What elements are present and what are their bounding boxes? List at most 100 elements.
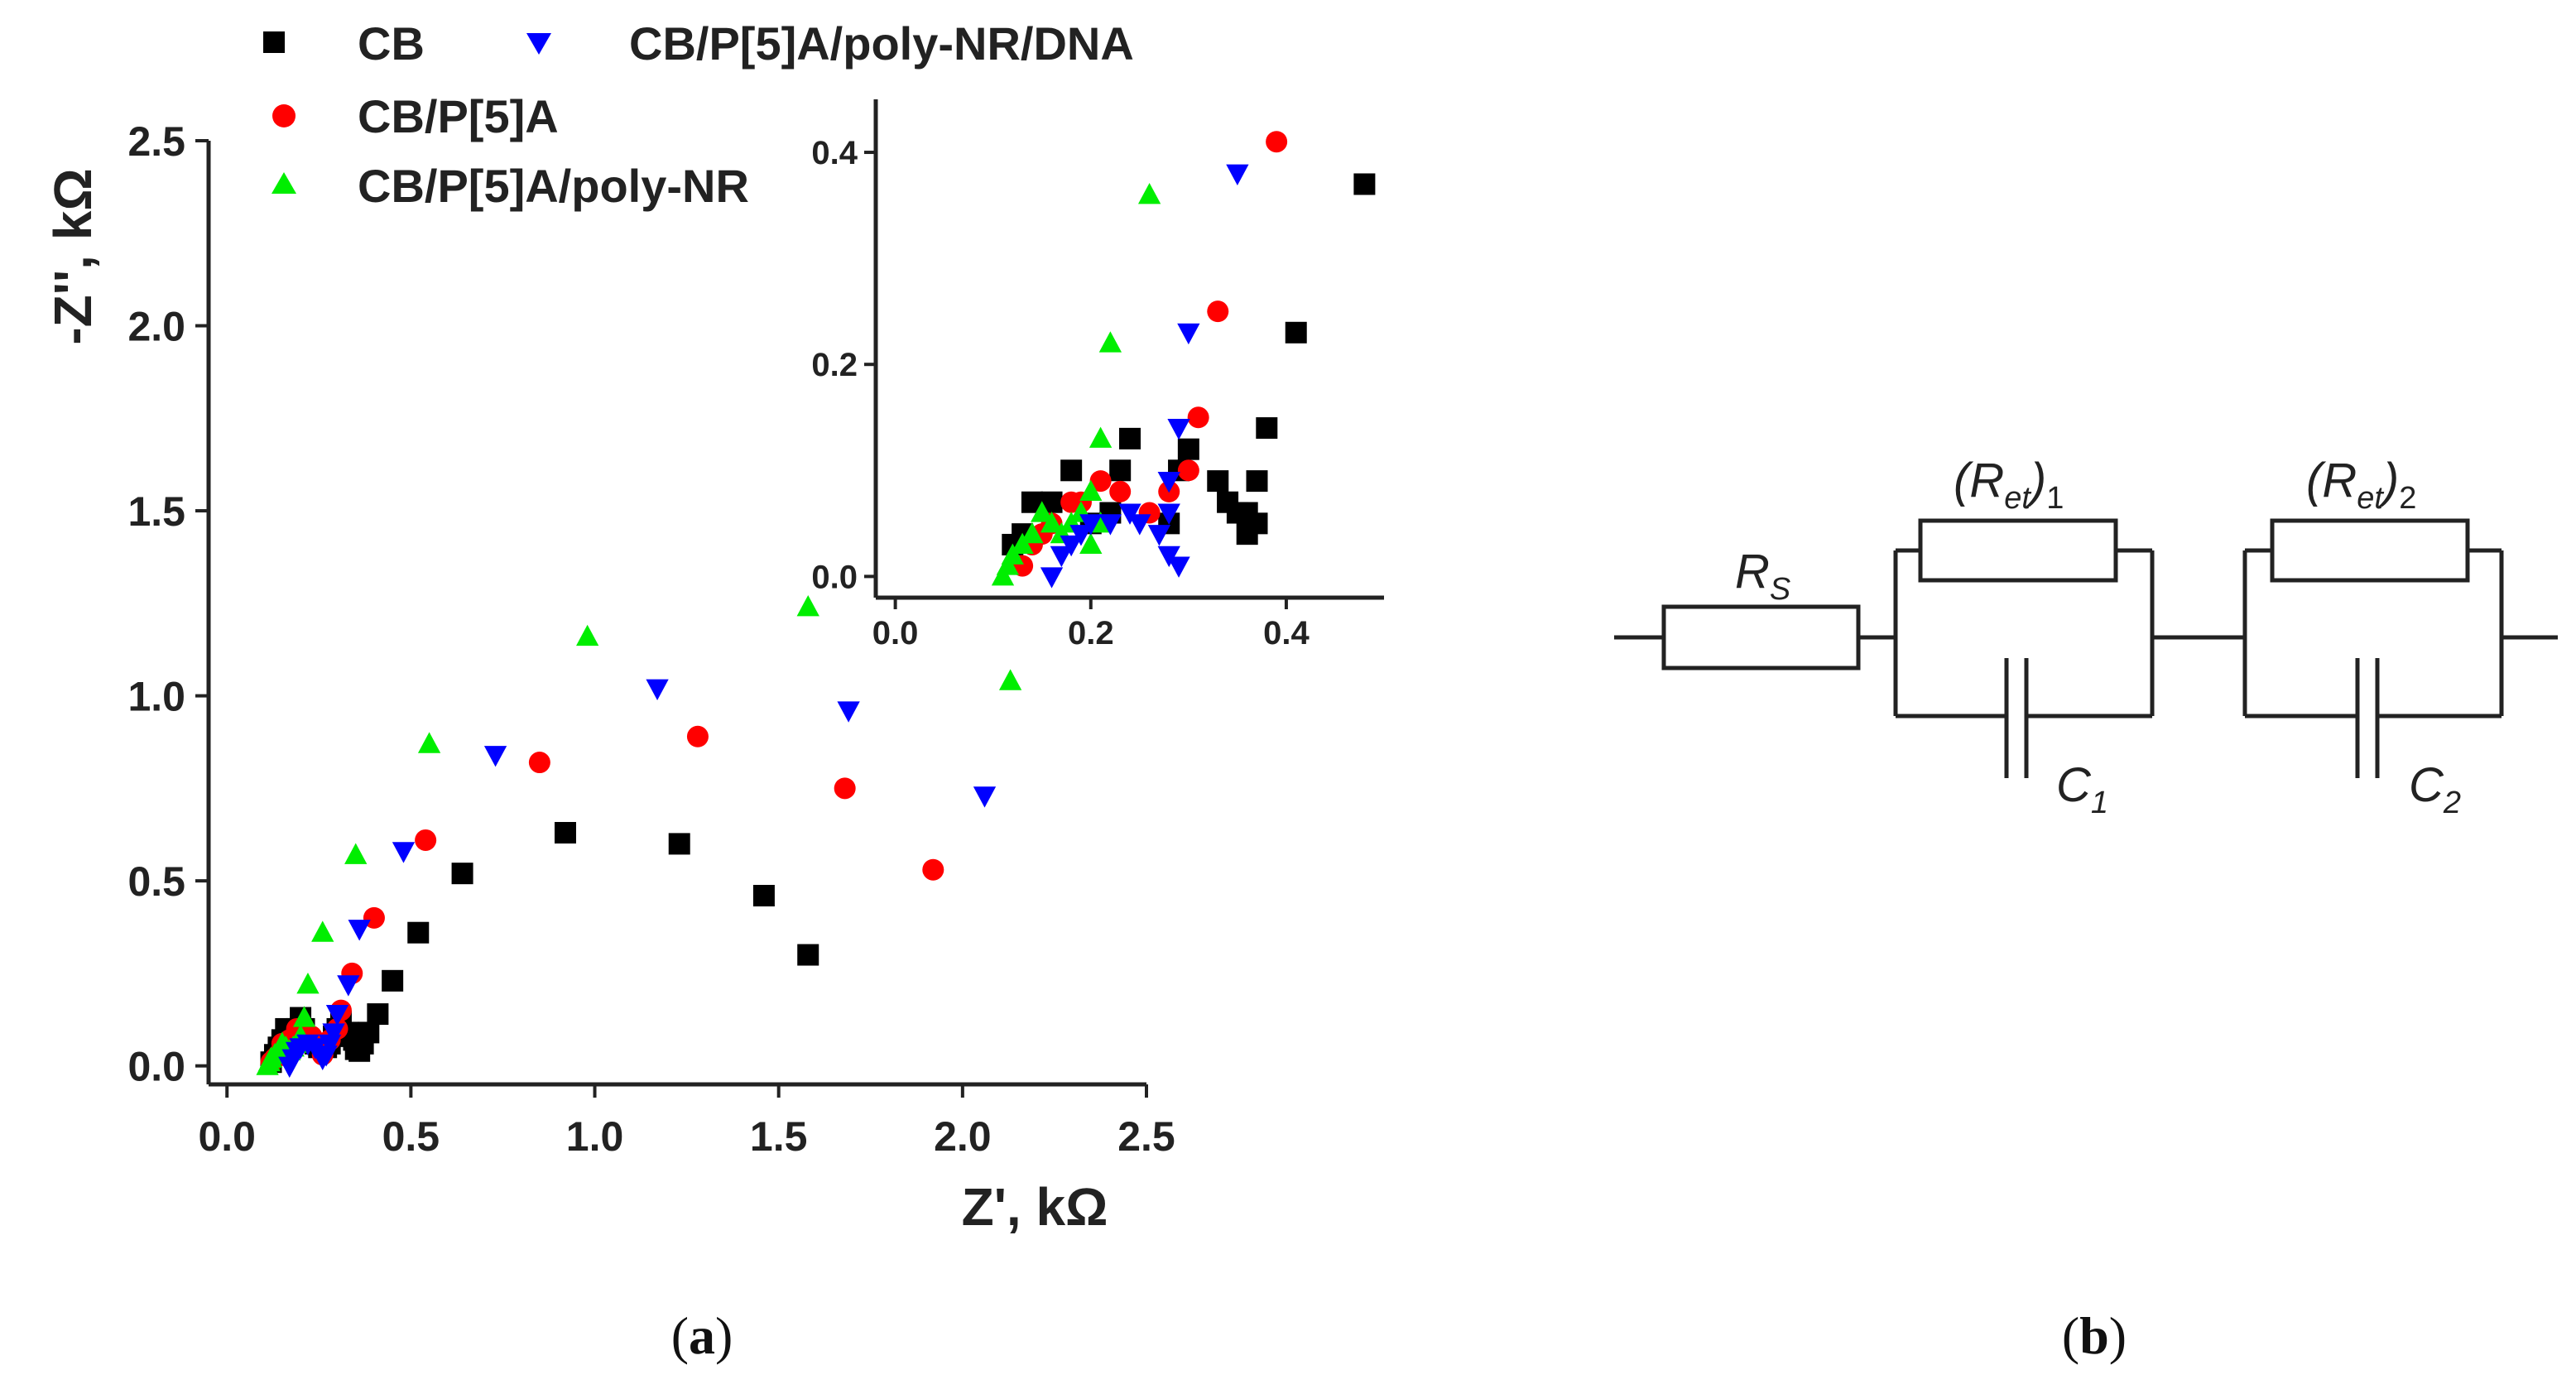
inset-point-cb [1353, 173, 1376, 195]
inset-point-cb-p-5-a-poly-nr-dna [1157, 503, 1180, 525]
inset-point-cb-p-5-a-poly-nr [1031, 501, 1054, 522]
y-axis-title: -Z'', kΩ [43, 168, 103, 344]
inset-series-cb [1002, 173, 1376, 555]
x-tick-label: 1.0 [566, 1113, 624, 1160]
legend-label-cb-p5a-polynr: CB/P[5]A/poly-NR [358, 160, 749, 212]
inset-point-cb-p-5-a-poly-nr-dna [1060, 535, 1083, 557]
legend-label-cb-p5a-polynr-dna: CB/P[5]A/poly-NR/DNA [629, 17, 1134, 70]
inset-axis-ticks [864, 151, 1288, 609]
inset-point-cb [1246, 470, 1268, 493]
inset-point-cb-p-5-a-poly-nr-dna [1167, 419, 1190, 440]
equivalent-circuit [1614, 518, 2558, 778]
legend-label-cb-p5a: CB/P[5]A [358, 90, 559, 142]
inset-point-cb-p-5-a-poly-nr [1089, 426, 1113, 448]
point-cb [382, 969, 404, 992]
x-tick-label: 0.0 [198, 1113, 256, 1160]
label-rs: RS [1735, 545, 1790, 607]
resistor-rs [1661, 604, 1861, 670]
inset-point-cb [1207, 470, 1229, 493]
point-cb-p-5-a-poly-nr [417, 732, 441, 753]
label-c1: C1 [2056, 758, 2108, 820]
inset-point-cb-p-5-a-poly-nr-dna [1157, 546, 1180, 568]
inset-x-tick-label: 0.0 [872, 615, 919, 651]
point-cb-p-5-a-poly-nr-dna [392, 842, 416, 863]
point-cb-p-5-a-poly-nr [256, 1054, 279, 1075]
point-cb [451, 863, 473, 885]
inset-point-cb-p-5-a-poly-nr [1079, 479, 1103, 501]
point-cb-p-5-a-poly-nr [796, 594, 819, 617]
x-tick-label: 0.5 [382, 1113, 440, 1160]
inset-point-cb-p-5-a [1266, 131, 1288, 153]
inset-point-cb-p-5-a-poly-nr [1098, 331, 1122, 353]
point-cb-p-5-a-poly-nr-dna [837, 701, 860, 723]
legend-marker-cb [263, 31, 285, 53]
axis-ticks [195, 139, 1148, 1098]
legend-marker-cb-p5a-polynr [272, 172, 296, 194]
point-cb-p-5-a-poly-nr [344, 843, 368, 864]
inset-point-cb-p-5-a-poly-nr [1011, 532, 1034, 555]
inset-point-cb-p-5-a [1207, 300, 1229, 323]
series-cb-p-5-a-poly-nr-dna [278, 679, 997, 1078]
inset-point-cb-p-5-a-poly-nr-dna [1118, 503, 1141, 525]
point-cb-p-5-a-poly-nr-dna [483, 746, 507, 767]
inset-point-cb-p-5-a-poly-nr-dna [1050, 546, 1073, 568]
point-cb-p-5-a-poly-nr-dna [973, 786, 997, 808]
label-c2: C2 [2409, 758, 2461, 820]
legend: CB CB/P[5]A CB/P[5]A/poly-NR CB/P[5]A/po… [263, 17, 1134, 212]
inset-point-cb-p-5-a-poly-nr-dna [1079, 514, 1103, 536]
x-tick-label: 2.0 [934, 1113, 992, 1160]
inset-point-cb-p-5-a-poly-nr-dna [1167, 556, 1190, 578]
point-cb [367, 1003, 389, 1026]
point-cb-p-5-a [415, 829, 437, 851]
inset-tick-labels: 0.0 0.2 0.4 0.0 0.2 0.4 [811, 135, 1310, 651]
inset-point-cb [1285, 321, 1307, 344]
inset-point-cb-p-5-a-poly-nr-dna [1157, 472, 1180, 493]
inset-point-cb [1177, 438, 1199, 460]
inset-point-cb-p-5-a-poly-nr [991, 565, 1015, 586]
point-cb-p-5-a-poly-nr [575, 624, 599, 646]
point-cb-p-5-a-poly-nr [311, 920, 334, 942]
label-ret2: (Ret)2 [2306, 454, 2416, 516]
tick-labels: 0.0 0.5 1.0 1.5 2.0 2.5 0.0 0.5 1.0 1.5 2.0 2.5 [127, 118, 1175, 1160]
legend-marker-cb-p5a-polynr-dna [526, 33, 551, 55]
x-tick-label: 2.5 [1117, 1113, 1175, 1160]
point-cb [797, 944, 819, 966]
inset-point-cb-p-5-a-poly-nr-dna [1040, 567, 1064, 589]
point-cb-p-5-a-poly-nr-dna [322, 1023, 345, 1045]
data-points [256, 594, 1022, 1078]
legend-label-cb: CB [358, 17, 425, 70]
point-cb-p-5-a [528, 752, 550, 774]
resistor-ret2 [2270, 518, 2470, 583]
circuit-labels: RS (Ret)1 (Ret)2 C1 C2 [1735, 454, 2461, 820]
panel-label-b: (b) [2062, 1306, 2127, 1365]
inset-point-cb-p-5-a [1089, 470, 1112, 493]
inset-point-cb-p-5-a-poly-nr-dna [1098, 514, 1122, 536]
inset-data-points [991, 131, 1376, 589]
inset-point-cb [1060, 459, 1083, 482]
panel-label-a: (a) [671, 1306, 733, 1365]
inset-point-cb-p-5-a [1109, 480, 1132, 502]
inset-x-tick-label: 0.4 [1263, 615, 1310, 651]
x-axis-title: Z', kΩ [962, 1177, 1108, 1237]
inset-point-cb-p-5-a [1187, 406, 1209, 429]
y-tick-label: 0.0 [127, 1044, 185, 1090]
y-tick-label: 2.0 [127, 304, 185, 350]
inset-y-tick-label: 0.0 [811, 559, 858, 595]
main-chart: 0.0 0.5 1.0 1.5 2.0 2.5 0.0 0.5 1.0 1.5 2.0 2.5 Z',… [43, 118, 1175, 1237]
point-cb-p-5-a [834, 777, 856, 800]
y-tick-label: 0.5 [127, 858, 185, 905]
point-cb-p-5-a-poly-nr [296, 972, 320, 994]
point-cb-p-5-a-poly-nr-dna [278, 1056, 301, 1078]
point-cb [407, 921, 430, 944]
inset-series-cb-p-5-a-poly-nr-dna [1040, 164, 1249, 589]
point-cb [752, 885, 775, 906]
x-tick-label: 1.5 [750, 1113, 808, 1160]
inset-point-cb-p-5-a [1177, 459, 1199, 482]
point-cb-p-5-a-poly-nr-dna [337, 975, 360, 997]
point-cb-p-5-a [922, 858, 944, 881]
inset-y-tick-label: 0.4 [811, 135, 858, 171]
inset-point-cb-p-5-a-poly-nr-dna [1128, 514, 1151, 536]
series-cb-p-5-a-poly-nr [256, 594, 1022, 1075]
point-cb-p-5-a-poly-nr-dna [348, 920, 371, 941]
inset-point-cb-p-5-a-poly-nr [1040, 512, 1064, 533]
